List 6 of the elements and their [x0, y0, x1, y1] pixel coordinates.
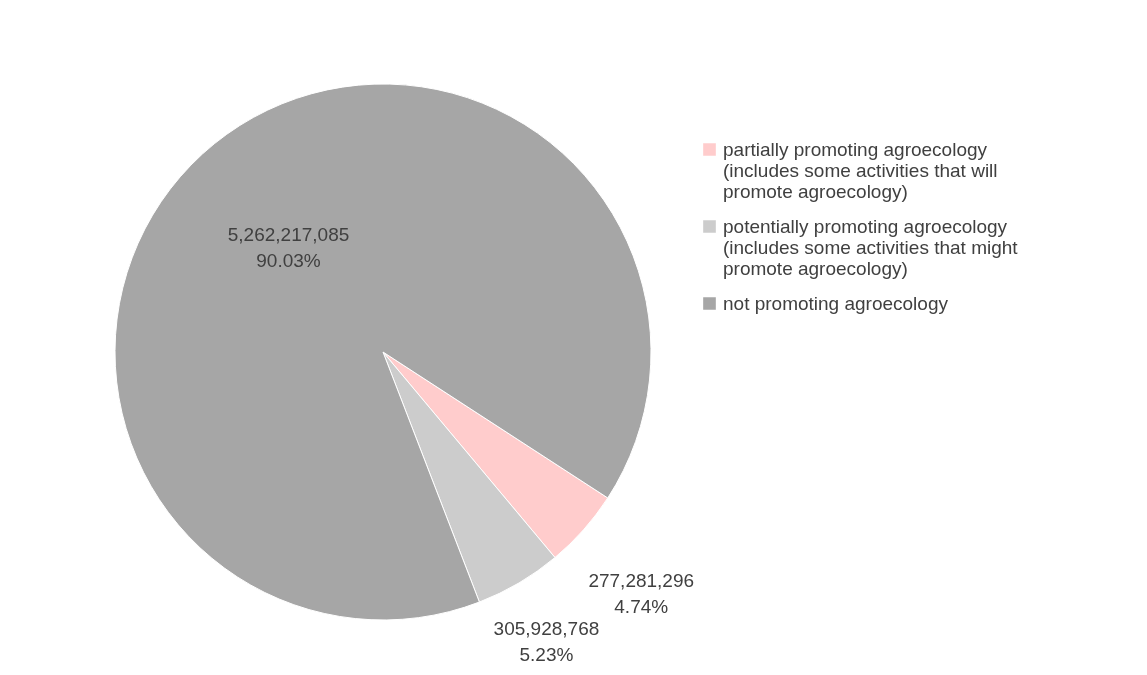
data-label: 5,262,217,085 90.03% — [227, 224, 350, 272]
legend-label: potentially promoting agroecology (includes some activities that might promote agroecology) — [723, 215, 1019, 279]
legend-label: not promoting agroecology — [723, 292, 949, 314]
data-label: 305,928,768 5.23% — [493, 618, 600, 666]
data-label: 277,281,296 4.74% — [588, 569, 695, 617]
legend-label: partially promoting agroecology (includes some activities that will promote agroecology) — [723, 138, 998, 202]
